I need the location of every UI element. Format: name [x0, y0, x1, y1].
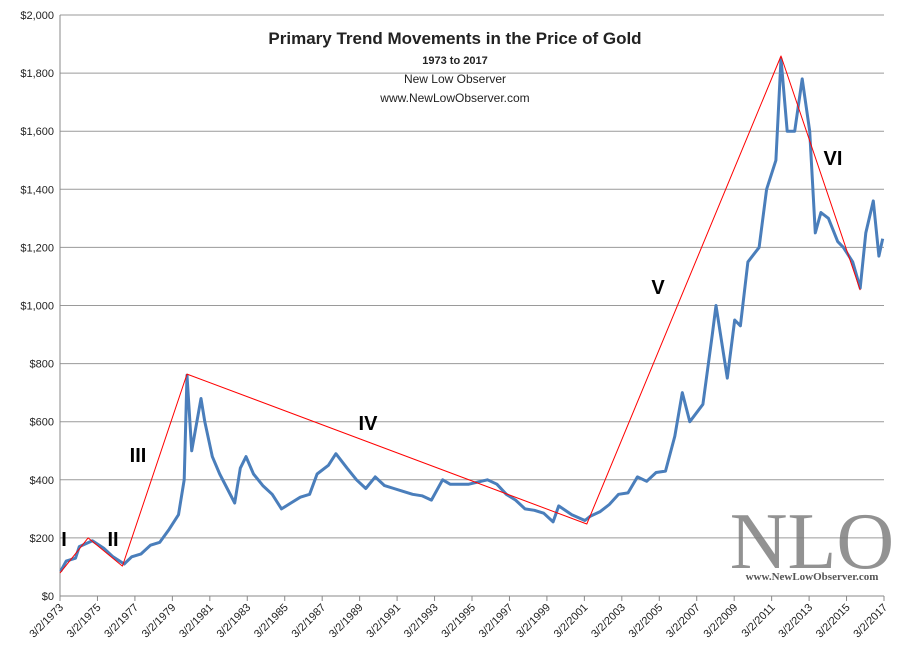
trend-label: I [61, 529, 67, 551]
website: www.NewLowObserver.com [379, 91, 529, 105]
chart-title: Primary Trend Movements in the Price of … [268, 29, 641, 48]
watermark-logo: NLO [730, 498, 894, 586]
trend-label: III [130, 445, 147, 467]
watermark-url: www.NewLowObserver.com [746, 571, 879, 583]
y-tick-label: $1,200 [20, 242, 54, 254]
trend-label: VI [824, 148, 843, 170]
chart-subtitle: 1973 to 2017 [422, 55, 487, 67]
trend-label: IV [359, 413, 379, 435]
y-tick-label: $2,000 [20, 10, 54, 22]
y-tick-label: $1,000 [20, 301, 54, 313]
trend-label: II [107, 529, 118, 551]
trend-label: V [651, 277, 665, 299]
y-tick-label: $400 [30, 475, 54, 487]
series-line [59, 57, 885, 573]
y-tick-label: $200 [30, 533, 54, 545]
source: New Low Observer [404, 72, 506, 86]
y-tick-label: $1,400 [20, 184, 54, 196]
y-tick-label: $0 [42, 591, 54, 603]
y-tick-label: $1,600 [20, 126, 54, 138]
y-tick-label: $1,800 [20, 68, 54, 80]
y-tick-label: $800 [30, 359, 54, 371]
series-line [59, 55, 861, 574]
y-tick-label: $600 [30, 417, 54, 429]
